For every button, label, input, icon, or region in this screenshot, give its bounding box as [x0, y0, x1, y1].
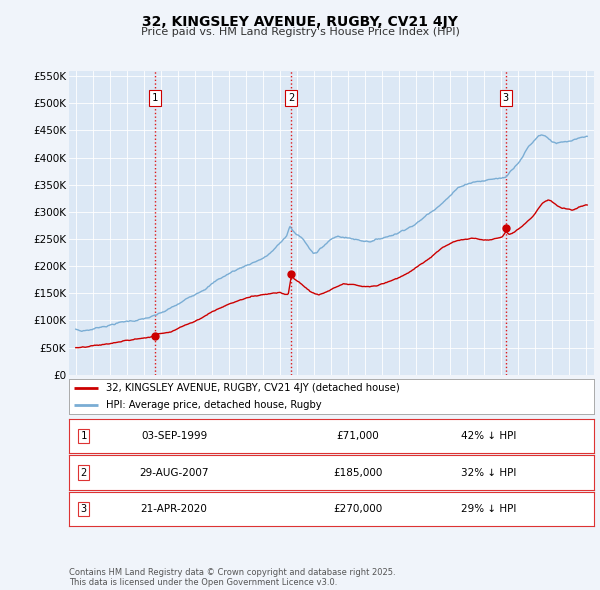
Text: 3: 3: [80, 504, 87, 514]
Text: £270,000: £270,000: [333, 504, 382, 514]
Text: 32% ↓ HPI: 32% ↓ HPI: [461, 468, 517, 477]
Text: 29% ↓ HPI: 29% ↓ HPI: [461, 504, 517, 514]
Text: £185,000: £185,000: [333, 468, 382, 477]
Text: 03-SEP-1999: 03-SEP-1999: [141, 431, 207, 441]
Text: £71,000: £71,000: [337, 431, 379, 441]
Text: 32, KINGSLEY AVENUE, RUGBY, CV21 4JY (detached house): 32, KINGSLEY AVENUE, RUGBY, CV21 4JY (de…: [106, 384, 400, 394]
Text: 42% ↓ HPI: 42% ↓ HPI: [461, 431, 517, 441]
Text: 2: 2: [288, 93, 294, 103]
Text: Price paid vs. HM Land Registry's House Price Index (HPI): Price paid vs. HM Land Registry's House …: [140, 27, 460, 37]
Text: 21-APR-2020: 21-APR-2020: [140, 504, 208, 514]
Text: 3: 3: [503, 93, 509, 103]
Text: 1: 1: [152, 93, 158, 103]
Text: 1: 1: [80, 431, 87, 441]
Text: 32, KINGSLEY AVENUE, RUGBY, CV21 4JY: 32, KINGSLEY AVENUE, RUGBY, CV21 4JY: [142, 15, 458, 29]
Text: HPI: Average price, detached house, Rugby: HPI: Average price, detached house, Rugb…: [106, 401, 322, 410]
Text: Contains HM Land Registry data © Crown copyright and database right 2025.
This d: Contains HM Land Registry data © Crown c…: [69, 568, 395, 587]
Text: 29-AUG-2007: 29-AUG-2007: [139, 468, 209, 477]
Text: 2: 2: [80, 468, 87, 477]
